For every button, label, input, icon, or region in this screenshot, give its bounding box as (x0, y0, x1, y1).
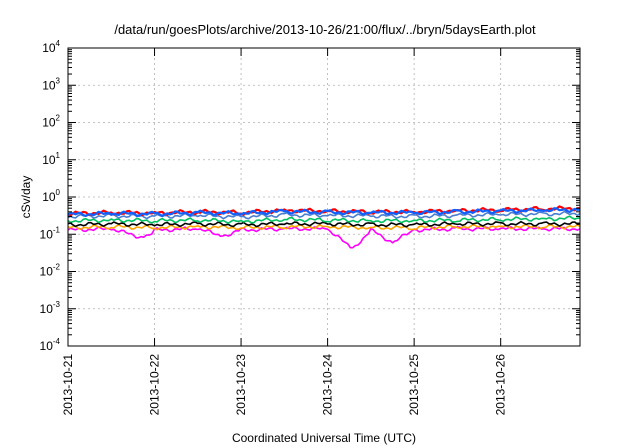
y-tick-label: 101 (42, 151, 60, 167)
series-line (67, 210, 581, 220)
y-tick-label: 10-3 (40, 300, 61, 316)
series-line (67, 226, 581, 249)
y-tick-label: 102 (42, 114, 60, 130)
grid (68, 48, 580, 346)
y-axis: 10-4 10-3 10-2 10-1 100 101 102 103 104 (40, 39, 580, 353)
x-tick-label: 2013-10-22 (148, 354, 162, 416)
series-line (67, 223, 581, 231)
y-tick-label: 100 (42, 188, 60, 204)
x-tick-label: 2013-10-25 (407, 354, 421, 416)
x-tick-label: 2013-10-24 (321, 354, 335, 416)
y-axis-label: cSv/day (19, 176, 33, 219)
series-line (67, 215, 581, 224)
y-tick-label: 10-1 (40, 225, 61, 241)
series-line (67, 220, 581, 228)
x-tick-label: 2013-10-26 (494, 354, 508, 416)
x-axis: 2013-10-21 2013-10-22 2013-10-23 2013-10-24… (61, 48, 508, 415)
y-tick-label: 10-4 (40, 337, 61, 353)
chart-title: /data/run/goesPlots/archive/2013-10-26/2… (114, 22, 536, 37)
y-tick-label: 104 (42, 39, 60, 55)
x-axis-label: Coordinated Universal Time (UTC) (232, 431, 416, 445)
x-tick-label: 2013-10-21 (61, 354, 75, 416)
series-layer (67, 205, 581, 249)
series-line (67, 207, 581, 217)
x-tick-label: 2013-10-23 (234, 354, 248, 416)
y-tick-label: 10-2 (40, 263, 61, 279)
y-tick-label: 103 (42, 76, 60, 92)
